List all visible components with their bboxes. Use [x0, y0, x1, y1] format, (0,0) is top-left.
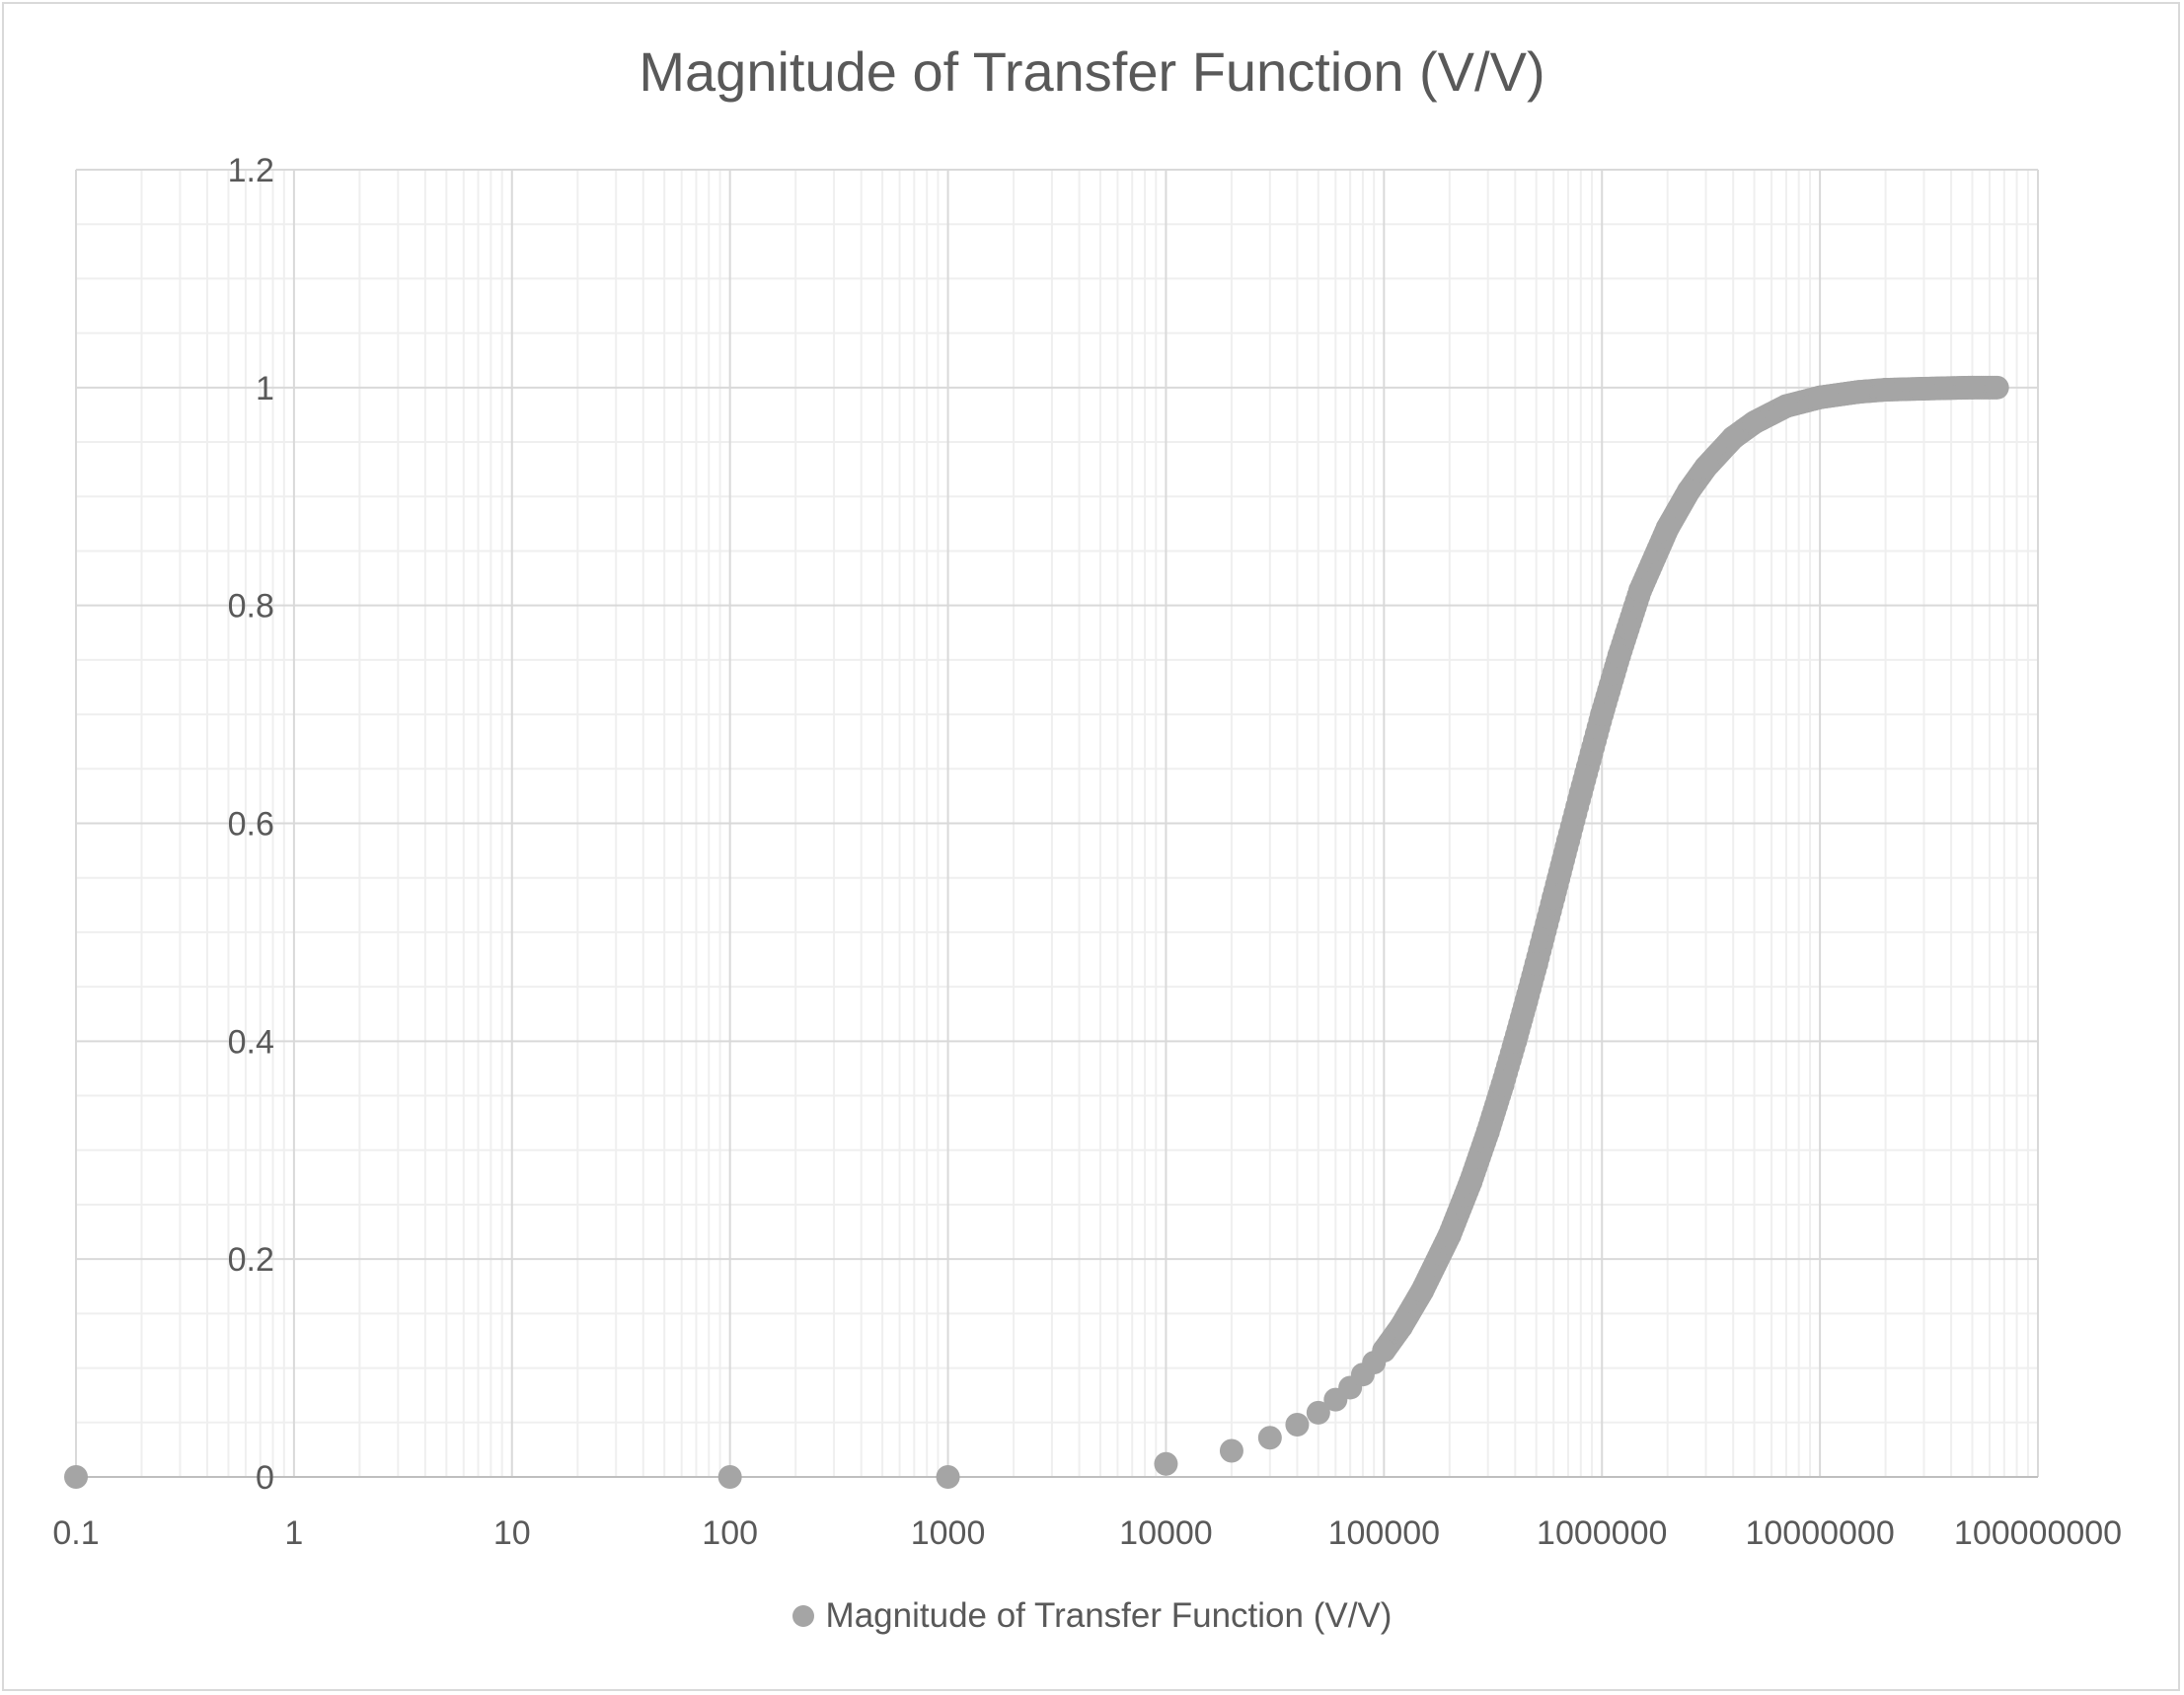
- data-point: [1773, 394, 1798, 418]
- x-tick-label: 10: [493, 1514, 531, 1552]
- x-tick-label: 1: [284, 1514, 303, 1552]
- data-point: [1475, 1119, 1500, 1143]
- y-tick-label: 0: [256, 1459, 274, 1497]
- data-point: [1960, 375, 1985, 400]
- data-point: [1846, 380, 1871, 405]
- data-point: [1607, 643, 1631, 668]
- chart-title: Magnitude of Transfer Function (V/V): [639, 40, 1545, 103]
- data-point: [1590, 702, 1615, 727]
- data-point: [1490, 1072, 1515, 1097]
- x-tick-label: 10000: [1119, 1514, 1213, 1552]
- legend-marker: [791, 1605, 814, 1627]
- data-point: [1503, 1029, 1528, 1054]
- data-point: [936, 1465, 960, 1489]
- data-point: [1556, 829, 1581, 853]
- data-point: [1410, 1279, 1435, 1303]
- data-point: [1568, 780, 1593, 805]
- data-point: [1285, 1413, 1310, 1437]
- y-tick-label: 0.4: [228, 1023, 274, 1061]
- x-tick-label: 10000000: [1745, 1514, 1894, 1552]
- data-point: [1985, 375, 2009, 400]
- data-point: [1437, 1222, 1462, 1247]
- data-point: [1808, 385, 1833, 409]
- data-point: [1912, 376, 1936, 401]
- legend-label: Magnitude of Transfer Function (V/V): [825, 1596, 1393, 1635]
- data-point: [1677, 479, 1701, 503]
- data-point: [1459, 1169, 1483, 1194]
- data-point: [1389, 1314, 1413, 1339]
- y-tick-label: 1: [256, 370, 274, 407]
- data-point: [1542, 885, 1566, 910]
- data-point: [1742, 410, 1767, 435]
- x-tick-label: 1000000: [1537, 1514, 1667, 1552]
- data-point: [1694, 455, 1718, 479]
- data-point: [1372, 1338, 1396, 1363]
- data-point: [1257, 1426, 1282, 1450]
- x-tick-label: 0.1: [52, 1514, 99, 1552]
- data-point: [1514, 989, 1539, 1013]
- data-point: [1721, 425, 1746, 450]
- data-point: [1655, 516, 1680, 541]
- data-point: [1524, 951, 1548, 976]
- y-tick-label: 0.8: [228, 588, 274, 626]
- data-point: [1154, 1451, 1178, 1476]
- x-tick-label: 100000000: [1954, 1514, 2122, 1552]
- data-point: [1219, 1438, 1243, 1463]
- legend: Magnitude of Transfer Function (V/V): [0, 1596, 2184, 1636]
- y-tick-label: 0.2: [228, 1241, 274, 1279]
- data-point: [1628, 578, 1653, 603]
- x-tick-label: 100000: [1328, 1514, 1440, 1552]
- data-point: [1306, 1400, 1330, 1425]
- data-point: [1873, 378, 1898, 403]
- y-tick-label: 0.6: [228, 806, 274, 844]
- x-tick-label: 1000: [911, 1514, 986, 1552]
- y-tick-label: 1.2: [228, 152, 274, 189]
- data-point: [717, 1465, 742, 1489]
- x-tick-label: 100: [702, 1514, 758, 1552]
- data-point: [64, 1465, 88, 1489]
